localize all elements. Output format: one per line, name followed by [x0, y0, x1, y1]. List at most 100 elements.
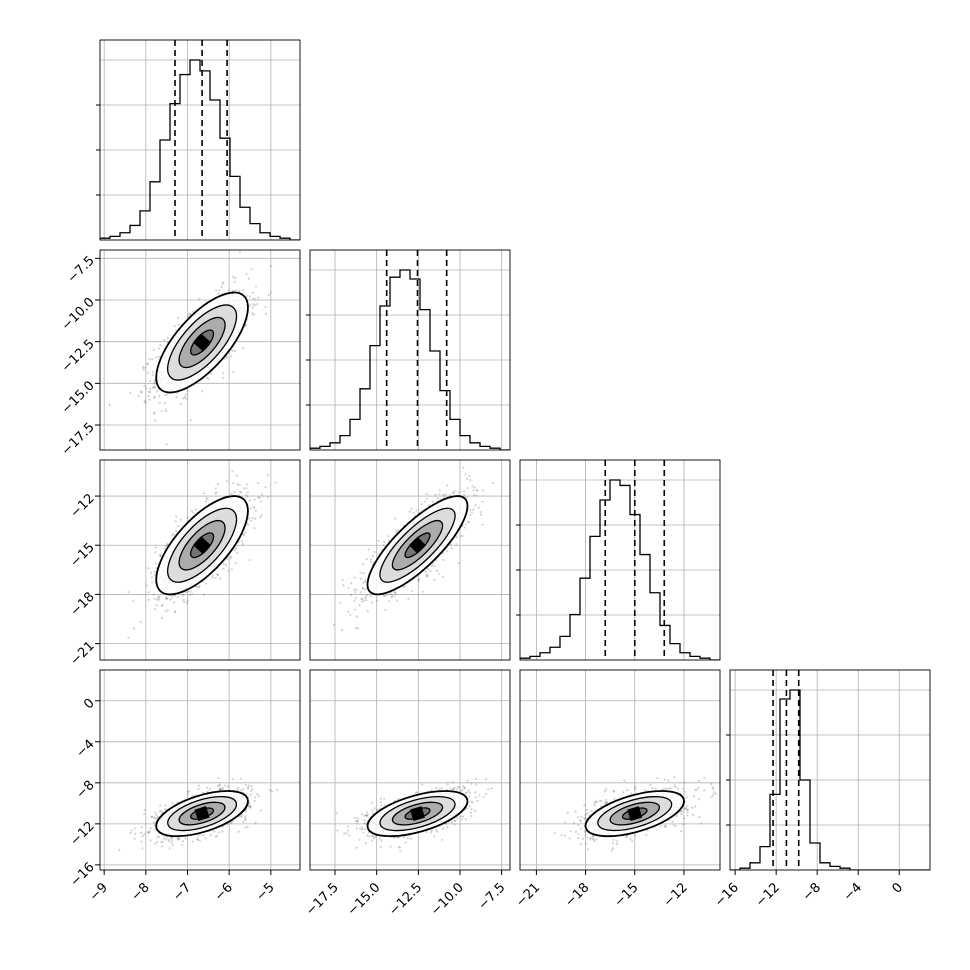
scatter-point — [218, 788, 221, 791]
scatter-point — [246, 483, 249, 486]
histogram-panel-2 — [516, 459, 721, 661]
scatter-point — [232, 482, 235, 485]
scatter-point — [341, 578, 344, 582]
scatter-point — [147, 591, 150, 594]
scatter-point — [356, 627, 360, 630]
scatter-point — [130, 829, 133, 832]
scatter-point — [221, 787, 224, 790]
scatter-point — [205, 496, 208, 499]
scatter-point — [244, 810, 247, 813]
scatter-point — [455, 536, 459, 539]
scatter-point — [139, 390, 142, 393]
scatter-point — [354, 591, 357, 594]
scatter-point — [186, 599, 189, 602]
scatter-point — [426, 574, 429, 577]
scatter-point — [129, 831, 132, 834]
scatter-point — [253, 506, 256, 510]
scatter-point — [173, 610, 176, 613]
histogram-step-line — [100, 59, 300, 240]
scatter-point — [362, 572, 365, 575]
scatter-point — [159, 554, 162, 558]
scatter-point — [378, 837, 381, 840]
scatter-point — [230, 555, 233, 558]
scatter-point — [384, 608, 387, 611]
scatter-point — [153, 385, 156, 388]
scatter-point — [158, 355, 161, 359]
scatter-point — [177, 837, 180, 840]
scatter-point — [137, 395, 140, 398]
scatter-point — [219, 787, 222, 790]
scatter-point — [382, 544, 385, 547]
scatter-point — [204, 582, 207, 585]
scatter-point — [149, 379, 152, 383]
scatter-point — [363, 581, 367, 584]
scatter-point — [444, 493, 447, 496]
scatter-point — [257, 496, 260, 499]
scatter-point — [387, 535, 390, 538]
scatter-point — [383, 540, 386, 544]
scatter-point — [140, 840, 143, 843]
scatter-point — [248, 559, 251, 562]
scatter-point — [215, 491, 218, 494]
scatter-point — [182, 598, 185, 602]
scatter-point — [173, 325, 176, 328]
scatter-point — [158, 395, 161, 398]
scatter-point — [191, 840, 194, 843]
scatter-point — [442, 575, 445, 579]
scatter-point — [349, 613, 352, 616]
scatter-point — [218, 784, 221, 788]
scatter-point — [218, 289, 221, 292]
scatter-point — [227, 289, 230, 292]
scatter-point — [196, 837, 199, 841]
scatter-point — [251, 516, 254, 520]
scatter-point — [245, 487, 248, 490]
scatter-point — [145, 387, 148, 390]
scatter-point — [408, 510, 412, 513]
scatter-point — [462, 466, 465, 469]
scatter-point — [129, 391, 132, 394]
scatter-point — [249, 806, 252, 809]
scatter-point — [371, 554, 374, 558]
scatter-point — [187, 390, 190, 393]
scatter-point — [191, 310, 195, 313]
scatter-point — [477, 506, 480, 509]
scatter-point — [252, 505, 255, 508]
density-peak — [193, 536, 211, 554]
scatter-point — [394, 517, 397, 520]
scatter-point — [251, 291, 254, 294]
scatter-point — [391, 594, 394, 597]
scatter-point — [410, 590, 413, 593]
scatter-point — [370, 558, 373, 561]
scatter-point — [359, 571, 362, 574]
scatter-point — [233, 349, 237, 352]
scatter-point — [144, 366, 147, 369]
scatter-point — [250, 785, 253, 788]
scatter-point — [254, 298, 257, 301]
density-peak — [193, 334, 211, 351]
scatter-point — [187, 315, 190, 318]
scatter-point — [188, 593, 191, 597]
scatter-point — [118, 848, 121, 852]
scatter-point — [234, 276, 237, 280]
scatter-point — [255, 303, 258, 306]
scatter-point — [221, 788, 224, 791]
scatter-point — [151, 386, 154, 389]
scatter-point — [389, 593, 392, 596]
scatter-point — [353, 599, 356, 602]
scatter-point — [463, 490, 466, 493]
scatter-point — [245, 494, 248, 497]
scatter-point — [153, 395, 156, 398]
scatter-point — [177, 323, 180, 326]
scatter-point — [206, 498, 209, 501]
scatter-point — [383, 594, 386, 598]
scatter-point — [153, 411, 156, 414]
scatter-point — [224, 564, 228, 567]
scatter-point — [257, 296, 260, 299]
scatter-point — [421, 590, 424, 593]
scatter-point — [465, 496, 468, 499]
scatter-point — [160, 840, 163, 843]
scatter-point — [140, 831, 143, 835]
scatter-point — [240, 789, 243, 792]
scatter-point — [253, 799, 256, 803]
scatter-point — [475, 494, 478, 497]
